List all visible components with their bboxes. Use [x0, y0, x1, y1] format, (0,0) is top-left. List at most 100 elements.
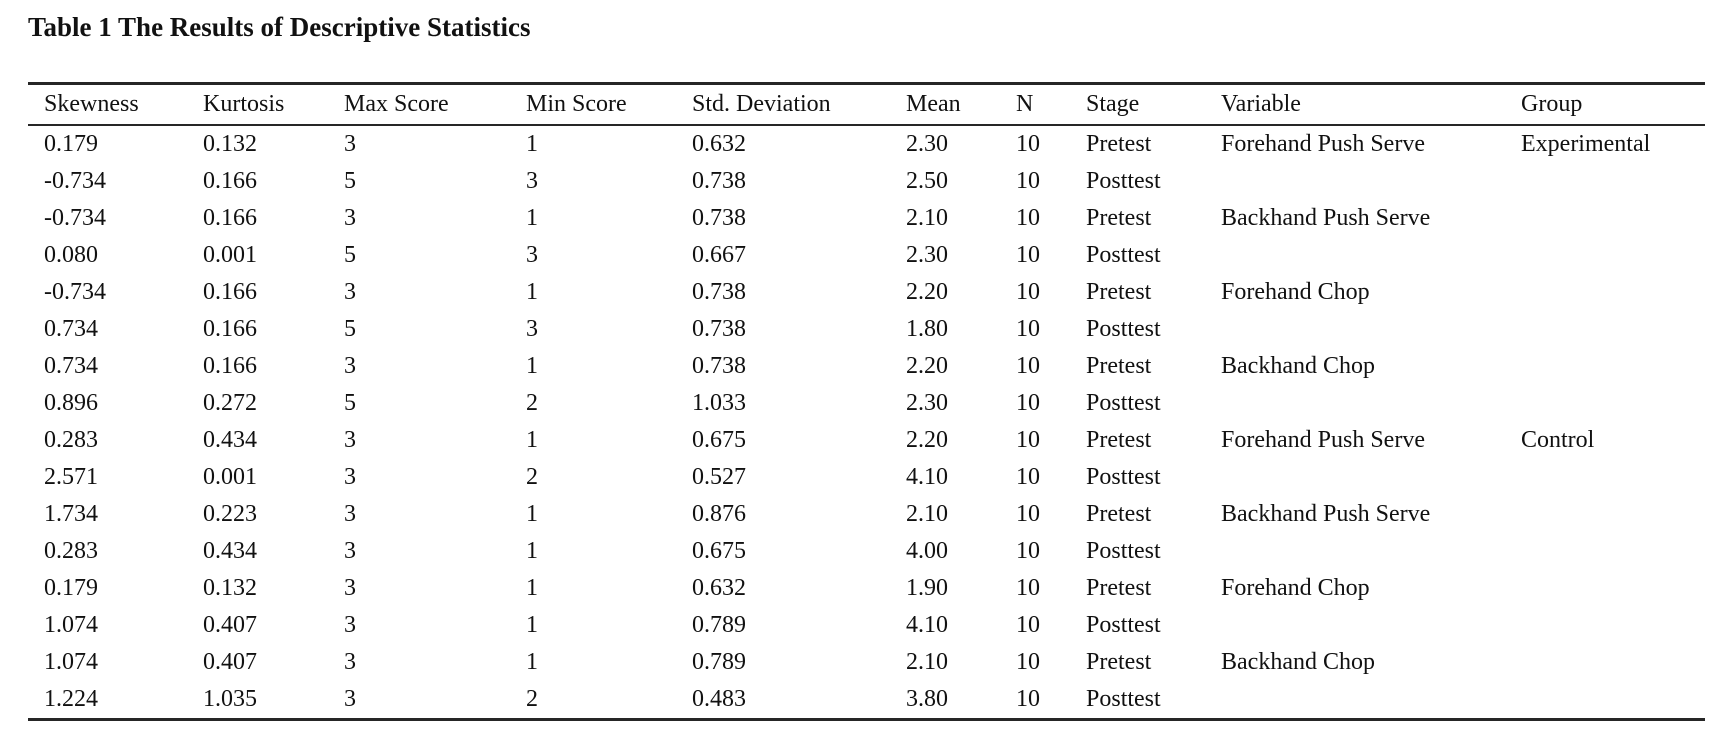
- cell-mean: 2.10: [906, 205, 948, 231]
- cell-max-score: 3: [344, 501, 356, 527]
- cell-max-score: 3: [344, 427, 356, 453]
- cell-group: [1505, 570, 1705, 607]
- cell-variable: [1205, 237, 1505, 274]
- table-row: -0.734 0.166 3 1 0.738 2.20 10 Pretest Forehand …: [28, 274, 1705, 311]
- cell-kurtosis: 0.272: [203, 390, 257, 416]
- cell-skewness: 0.734: [44, 353, 98, 379]
- cell-min-score: 2: [526, 464, 538, 490]
- column-header-min-score: Min Score: [510, 83, 676, 126]
- cell-kurtosis: 0.132: [203, 575, 257, 601]
- cell-mean: 4.10: [906, 464, 948, 490]
- cell-stage: Pretest: [1086, 575, 1152, 601]
- cell-n: 10: [1016, 501, 1040, 527]
- cell-mean: 2.30: [906, 131, 948, 157]
- cell-stage: Pretest: [1086, 649, 1152, 675]
- cell-max-score: 5: [344, 316, 356, 342]
- cell-variable: [1205, 311, 1505, 348]
- cell-kurtosis: 1.035: [203, 686, 257, 712]
- cell-min-score: 3: [526, 316, 538, 342]
- cell-variable: [1205, 163, 1505, 200]
- cell-stage: Pretest: [1086, 427, 1152, 453]
- table-row: 0.179 0.132 3 1 0.632 1.90 10 Pretest Forehand C…: [28, 570, 1705, 607]
- cell-n: 10: [1016, 464, 1040, 490]
- cell-max-score: 5: [344, 168, 356, 194]
- table-row: 1.734 0.223 3 1 0.876 2.10 10 Pretest Backhand P…: [28, 496, 1705, 533]
- cell-group: [1505, 607, 1705, 644]
- cell-stage: Posttest: [1086, 242, 1161, 268]
- table-row: 0.283 0.434 3 1 0.675 2.20 10 Pretest Forehand P…: [28, 422, 1705, 459]
- cell-group: [1505, 681, 1705, 720]
- column-header-variable: Variable: [1205, 83, 1505, 126]
- cell-stage: Pretest: [1086, 205, 1152, 231]
- cell-group: [1505, 200, 1705, 237]
- cell-kurtosis: 0.166: [203, 205, 257, 231]
- cell-std-deviation: 1.033: [692, 390, 746, 416]
- cell-stage: Posttest: [1086, 464, 1161, 490]
- cell-min-score: 1: [526, 205, 538, 231]
- cell-group: [1505, 311, 1705, 348]
- cell-mean: 3.80: [906, 686, 948, 712]
- cell-std-deviation: 0.738: [692, 316, 746, 342]
- cell-n: 10: [1016, 649, 1040, 675]
- cell-n: 10: [1016, 205, 1040, 231]
- cell-variable: Forehand Chop: [1221, 279, 1370, 305]
- cell-kurtosis: 0.166: [203, 353, 257, 379]
- cell-std-deviation: 0.675: [692, 427, 746, 453]
- cell-std-deviation: 0.483: [692, 686, 746, 712]
- cell-kurtosis: 0.434: [203, 427, 257, 453]
- cell-min-score: 2: [526, 390, 538, 416]
- cell-mean: 2.20: [906, 353, 948, 379]
- cell-std-deviation: 0.675: [692, 538, 746, 564]
- cell-variable: [1205, 607, 1505, 644]
- table-row: 0.896 0.272 5 2 1.033 2.30 10 Posttest: [28, 385, 1705, 422]
- column-header-mean: Mean: [890, 83, 1000, 126]
- column-header-skewness: Skewness: [28, 83, 187, 126]
- cell-kurtosis: 0.434: [203, 538, 257, 564]
- cell-skewness: -0.734: [44, 168, 106, 194]
- cell-mean: 2.20: [906, 279, 948, 305]
- cell-kurtosis: 0.001: [203, 242, 257, 268]
- table-row: 0.734 0.166 5 3 0.738 1.80 10 Posttest: [28, 311, 1705, 348]
- column-header-group: Group: [1505, 83, 1705, 126]
- cell-mean: 2.20: [906, 427, 948, 453]
- cell-min-score: 3: [526, 242, 538, 268]
- cell-skewness: 0.896: [44, 390, 98, 416]
- cell-kurtosis: 0.223: [203, 501, 257, 527]
- cell-variable: [1205, 681, 1505, 720]
- cell-skewness: 0.179: [44, 131, 98, 157]
- cell-group: [1505, 163, 1705, 200]
- cell-max-score: 3: [344, 464, 356, 490]
- column-header-n: N: [1000, 83, 1070, 126]
- table-row: 1.074 0.407 3 1 0.789 2.10 10 Pretest Backhand C…: [28, 644, 1705, 681]
- cell-kurtosis: 0.166: [203, 168, 257, 194]
- cell-kurtosis: 0.407: [203, 612, 257, 638]
- cell-stage: Posttest: [1086, 390, 1161, 416]
- column-header-stage: Stage: [1070, 83, 1205, 126]
- table-row: -0.734 0.166 3 1 0.738 2.10 10 Pretest Backhand …: [28, 200, 1705, 237]
- cell-std-deviation: 0.738: [692, 168, 746, 194]
- cell-n: 10: [1016, 390, 1040, 416]
- cell-max-score: 3: [344, 612, 356, 638]
- table-title: Table 1 The Results of Descriptive Stati…: [28, 12, 531, 42]
- cell-std-deviation: 0.632: [692, 575, 746, 601]
- cell-stage: Posttest: [1086, 686, 1161, 712]
- table-row: 0.080 0.001 5 3 0.667 2.30 10 Posttest: [28, 237, 1705, 274]
- cell-group: [1505, 348, 1705, 385]
- cell-max-score: 3: [344, 686, 356, 712]
- cell-max-score: 5: [344, 242, 356, 268]
- table-row: 0.179 0.132 3 1 0.632 2.30 10 Pretest Forehand P…: [28, 125, 1705, 163]
- cell-skewness: 0.080: [44, 242, 98, 268]
- cell-group: [1505, 385, 1705, 422]
- cell-skewness: 1.734: [44, 501, 98, 527]
- cell-variable: Forehand Push Serve: [1221, 427, 1425, 453]
- cell-max-score: 5: [344, 390, 356, 416]
- cell-std-deviation: 0.789: [692, 649, 746, 675]
- cell-stage: Pretest: [1086, 131, 1152, 157]
- descriptive-statistics-table: Skewness Kurtosis Max Score Min Score Std. D…: [28, 82, 1705, 721]
- cell-group: Experimental: [1521, 131, 1651, 157]
- cell-max-score: 3: [344, 649, 356, 675]
- cell-n: 10: [1016, 427, 1040, 453]
- cell-min-score: 1: [526, 353, 538, 379]
- table-row: 0.734 0.166 3 1 0.738 2.20 10 Pretest Backhand C…: [28, 348, 1705, 385]
